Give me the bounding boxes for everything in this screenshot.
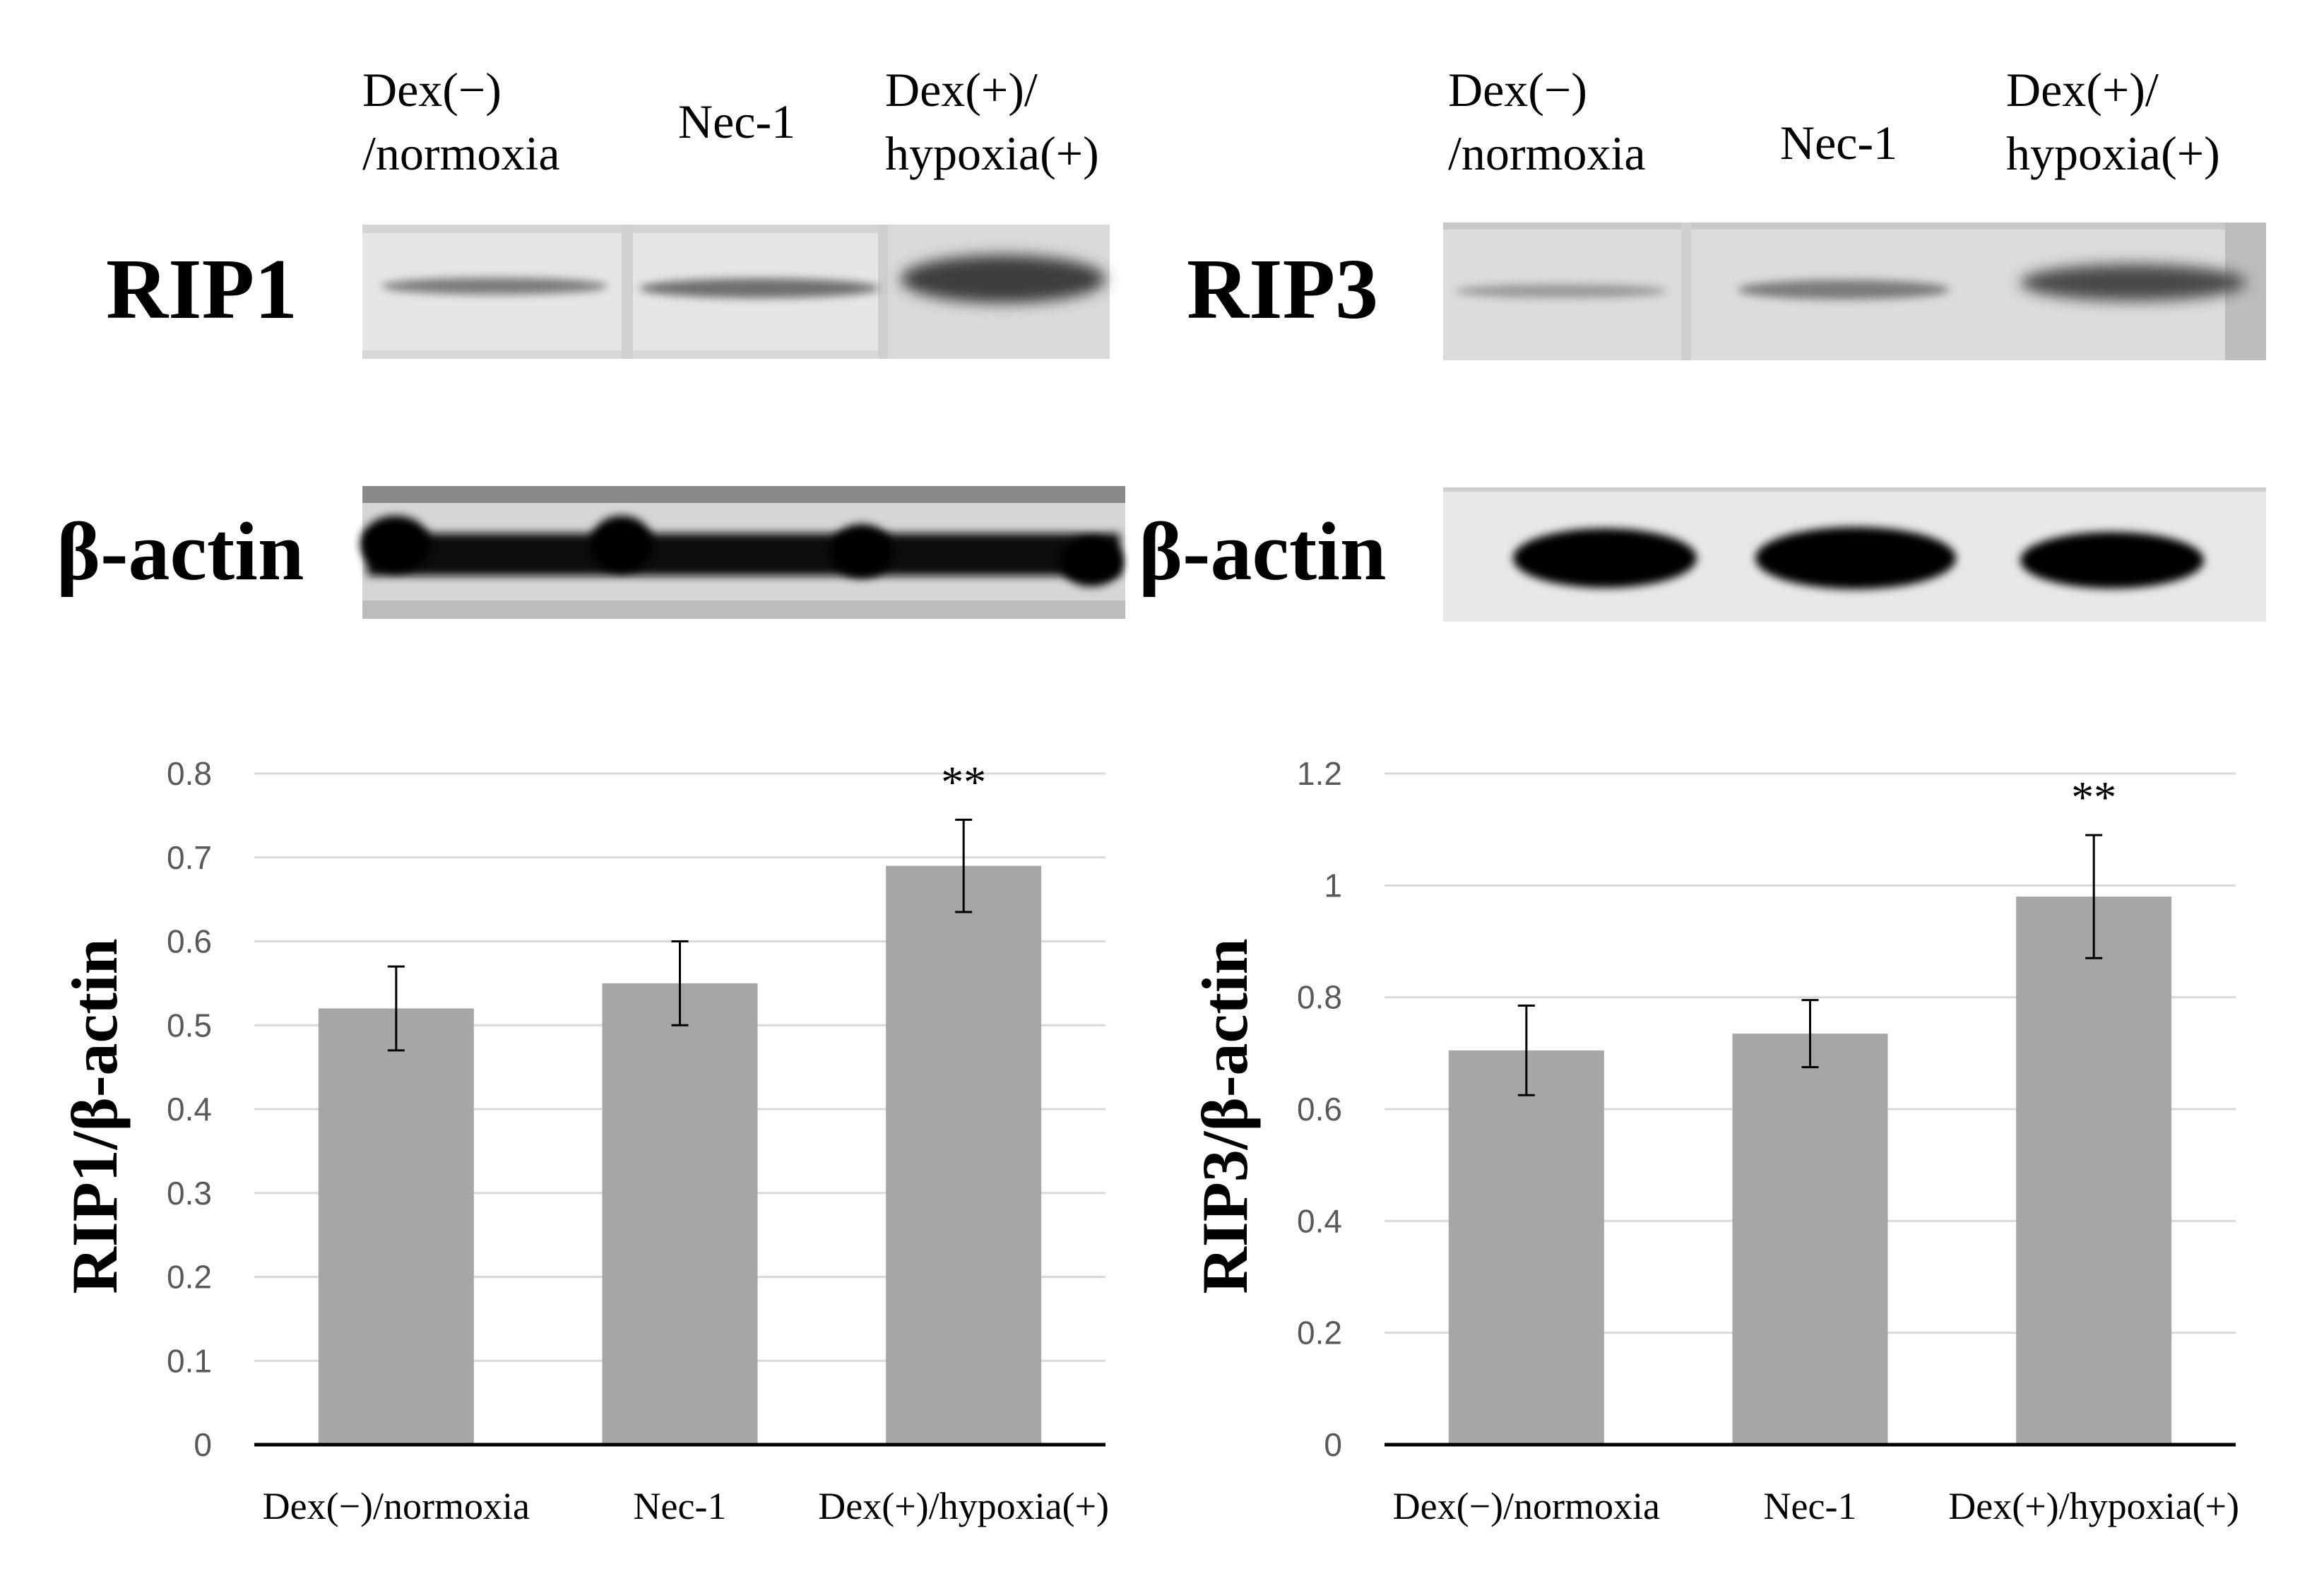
blot-strip-rip1 [362, 225, 1110, 359]
protein-label-rip1: RIP1 [106, 242, 297, 337]
y-tick-label: 0 [1324, 1426, 1342, 1463]
y-tick-label: 0.8 [1297, 979, 1342, 1016]
significance-annotation: ** [2071, 772, 2116, 822]
lane-label-2-right: Nec-1 [1780, 116, 1897, 170]
y-tick-label: 0.4 [1297, 1202, 1342, 1239]
lane-label-1-line2: /normoxia [362, 126, 560, 180]
y-tick-label: 0.6 [167, 923, 212, 960]
y-axis-label: RIP3/β-actin [1189, 938, 1261, 1293]
blot-strip-actin-left [360, 486, 1125, 619]
y-tick-label: 0.5 [167, 1007, 212, 1043]
bar [886, 865, 1042, 1445]
y-axis-label: RIP1/β-actin [59, 938, 131, 1293]
bar-chart-rip1: 0 0.1 0.2 0.3 0.4 0.5 0.6 0.7 0.8 Dex(−)/normoxia… [59, 755, 1109, 1527]
lane-label-1-line1: Dex(−) [362, 63, 502, 117]
lane-label-3-line2: hypoxia(+) [885, 126, 1099, 180]
bar [602, 983, 758, 1445]
bar [2016, 896, 2172, 1445]
y-tick-label: 0.2 [1297, 1315, 1342, 1351]
y-tick-label: 0.1 [167, 1342, 212, 1379]
lane-label-3-line1: Dex(+)/ [885, 63, 1038, 117]
blot-strip-rip3 [1443, 223, 2266, 360]
y-tick-label: 0.6 [1297, 1091, 1342, 1127]
blot-panel-rip3: Dex(−) /normoxia Nec-1 Dex(+)/ hypoxia(+… [1139, 63, 2266, 622]
y-tick-label: 0.2 [167, 1259, 212, 1296]
y-tick-label: 1.2 [1297, 755, 1342, 792]
y-tick-label: 0 [194, 1426, 212, 1463]
bar-chart-rip3: 0 0.2 0.4 0.6 0.8 1 1.2 Dex(−)/normoxia Nec-1 ** D… [1189, 755, 2239, 1527]
y-tick-label: 0.3 [167, 1175, 212, 1212]
bar [318, 1008, 474, 1445]
lane-label-2: Nec-1 [678, 95, 795, 148]
y-tick-label: 0.7 [167, 839, 212, 876]
lane-label-1-line2-right: /normoxia [1448, 126, 1646, 180]
lane-label-3-line2-right: hypoxia(+) [2006, 126, 2220, 180]
x-category-label: Nec-1 [1764, 1485, 1857, 1527]
x-category-label: Dex(−)/normoxia [1393, 1485, 1660, 1527]
x-category-label: Nec-1 [634, 1485, 727, 1527]
loading-label-left: β-actin [57, 505, 304, 598]
significance-annotation: ** [941, 757, 986, 807]
x-category-label: Dex(−)/normoxia [263, 1485, 530, 1527]
lane-label-3-line1-right: Dex(+)/ [2006, 63, 2159, 117]
blot-strip-actin-right [1443, 487, 2266, 622]
lane-label-1-line1-right: Dex(−) [1448, 63, 1587, 117]
bar [1448, 1050, 1604, 1445]
y-tick-label: 0.4 [167, 1091, 212, 1127]
y-tick-label: 0.8 [167, 755, 212, 792]
loading-label-right: β-actin [1139, 505, 1387, 598]
blot-panel-rip1: Dex(−) /normoxia Nec-1 Dex(+)/ hypoxia(+… [57, 63, 1125, 619]
protein-label-rip3: RIP3 [1187, 242, 1378, 337]
y-tick-label: 1 [1324, 867, 1342, 904]
bar [1732, 1034, 1888, 1445]
x-category-label: Dex(+)/hypoxia(+) [818, 1485, 1109, 1527]
x-category-label: Dex(+)/hypoxia(+) [1948, 1485, 2239, 1527]
